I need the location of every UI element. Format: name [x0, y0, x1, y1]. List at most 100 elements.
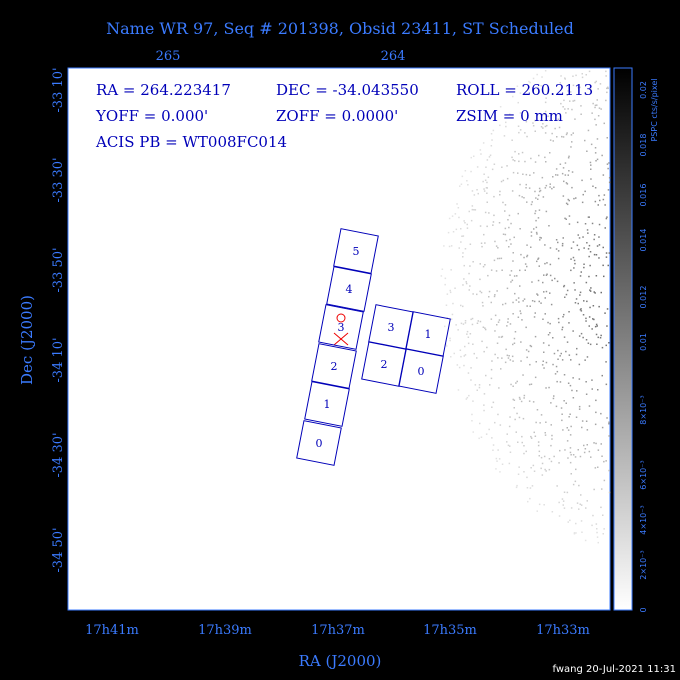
- haze-dot: [491, 360, 493, 362]
- haze-dot: [477, 320, 479, 322]
- haze-dot: [589, 88, 592, 90]
- haze-dot: [471, 208, 474, 211]
- haze-dot: [540, 456, 543, 459]
- haze-dot: [587, 342, 590, 344]
- haze-dot: [583, 247, 585, 249]
- haze-dot: [456, 203, 458, 205]
- haze-dot: [563, 507, 566, 509]
- haze-dot: [547, 115, 549, 117]
- haze-dot: [562, 237, 564, 239]
- haze-dot: [555, 365, 558, 368]
- haze-dot: [578, 248, 580, 251]
- haze-dot: [483, 409, 485, 412]
- haze-dot: [588, 325, 590, 327]
- haze-dot: [519, 269, 521, 272]
- haze-dot: [517, 297, 520, 299]
- haze-dot: [588, 450, 591, 453]
- haze-dot: [546, 262, 548, 264]
- haze-dot: [579, 291, 582, 294]
- haze-dot: [470, 367, 472, 369]
- haze-dot: [572, 377, 574, 379]
- haze-dot: [526, 265, 528, 268]
- haze-dot: [469, 243, 472, 245]
- haze-dot: [523, 445, 525, 447]
- haze-dot: [524, 160, 526, 163]
- haze-dot: [531, 485, 534, 487]
- haze-dot: [539, 236, 541, 239]
- haze-dot: [530, 231, 533, 233]
- haze-dot: [553, 395, 555, 397]
- haze-dot: [548, 344, 550, 347]
- haze-dot: [482, 142, 485, 144]
- haze-dot: [545, 274, 548, 276]
- chip-label: 2: [331, 360, 338, 373]
- haze-dot: [453, 352, 455, 355]
- haze-dot: [494, 314, 497, 317]
- haze-dot: [493, 295, 496, 298]
- haze-dot: [490, 133, 493, 135]
- haze-dot: [505, 125, 507, 128]
- haze-dot: [483, 233, 485, 236]
- haze-dot: [608, 342, 610, 344]
- haze-dot: [557, 257, 560, 260]
- haze-dot: [565, 218, 567, 220]
- haze-dot: [535, 421, 537, 424]
- haze-dot: [607, 86, 609, 89]
- haze-dot: [595, 275, 598, 277]
- haze-dot: [606, 417, 608, 419]
- haze-dot: [600, 291, 602, 294]
- haze-dot: [480, 153, 482, 155]
- haze-dot: [531, 201, 533, 203]
- haze-dot: [533, 431, 535, 434]
- haze-dot: [607, 87, 609, 90]
- haze-dot: [594, 325, 597, 328]
- haze-dot: [508, 226, 510, 229]
- haze-dot: [506, 325, 508, 327]
- haze-dot: [536, 233, 538, 235]
- footer-stamp: fwang 20-Jul-2021 11:31: [552, 664, 676, 675]
- haze-dot: [478, 437, 480, 440]
- haze-dot: [498, 387, 500, 389]
- haze-dot: [550, 424, 552, 426]
- haze-dot: [532, 122, 534, 124]
- haze-dot: [503, 135, 506, 137]
- haze-dot: [559, 163, 562, 165]
- haze-dot: [542, 360, 544, 362]
- haze-dot: [535, 231, 538, 234]
- haze-dot: [589, 264, 591, 267]
- haze-dot: [481, 340, 483, 343]
- info-text: YOFF = 0.000': [95, 107, 208, 125]
- x-tick-label: 17h37m: [311, 623, 365, 638]
- haze-dot: [461, 175, 464, 178]
- haze-dot: [567, 90, 569, 92]
- haze-dot: [519, 92, 522, 94]
- haze-dot: [530, 345, 533, 348]
- haze-dot: [574, 289, 576, 291]
- haze-dot: [576, 244, 579, 247]
- info-text: DEC = -34.043550: [276, 81, 419, 99]
- haze-dot: [470, 170, 472, 173]
- haze-dot: [580, 494, 582, 496]
- haze-dot: [557, 317, 560, 320]
- haze-dot: [574, 480, 577, 483]
- haze-dot: [460, 183, 463, 185]
- haze-dot: [560, 75, 562, 77]
- haze-dot: [549, 263, 552, 266]
- haze-dot: [506, 177, 509, 180]
- haze-dot: [598, 305, 600, 308]
- haze-dot: [471, 205, 474, 207]
- haze-dot: [570, 247, 573, 249]
- haze-dot: [600, 412, 602, 415]
- haze-dot: [566, 440, 569, 442]
- haze-dot: [567, 157, 570, 159]
- haze-dot: [486, 181, 488, 184]
- haze-dot: [501, 463, 504, 465]
- haze-dot: [569, 461, 572, 464]
- red-markers: [333, 313, 349, 346]
- haze-dot: [459, 185, 461, 187]
- haze-dot: [564, 162, 567, 164]
- haze-dot: [448, 217, 451, 220]
- haze-dot: [544, 313, 546, 315]
- haze-dot: [586, 356, 589, 358]
